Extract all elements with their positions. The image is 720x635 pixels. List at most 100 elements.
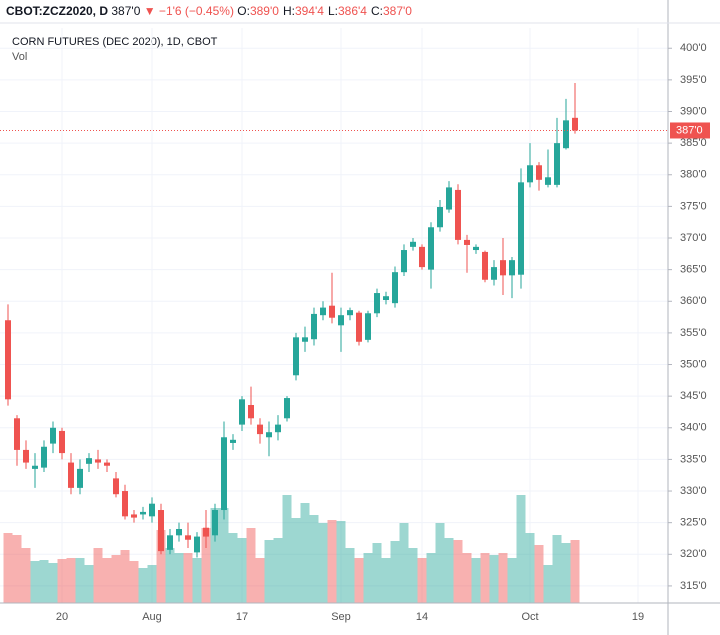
volume-bar: [291, 518, 301, 603]
candle-body: [77, 468, 83, 488]
x-tick-label: Oct: [521, 611, 538, 623]
x-tick-label: Sep: [331, 611, 351, 623]
candle-body: [329, 305, 335, 318]
volume-bar: [561, 543, 571, 603]
volume-bar: [39, 560, 49, 603]
candle-body: [212, 510, 218, 536]
symbol: CBOT:ZCZ2020, D: [6, 4, 109, 18]
volume-label: Vol: [12, 51, 27, 63]
y-tick-label: 350'0: [680, 358, 707, 370]
candle-body: [473, 246, 479, 251]
change: ▼ −1'6 (−0.45%): [143, 4, 234, 18]
candle-body: [428, 227, 434, 270]
candle-body: [239, 399, 245, 425]
candle-body: [419, 246, 425, 268]
candle-body: [266, 432, 272, 438]
y-tick-label: 360'0: [680, 295, 707, 307]
volume-bar: [174, 553, 184, 603]
y-tick-label: 370'0: [680, 232, 707, 244]
candle-body: [383, 296, 389, 301]
volume-bar: [3, 533, 13, 603]
volume-bar: [381, 558, 391, 603]
ohlc-value: 394'4: [294, 4, 324, 18]
y-tick-label: 320'0: [680, 548, 707, 560]
volume-bar: [183, 553, 193, 603]
ohlc: O:389'0 H:394'4 L:386'4 C:387'0: [237, 4, 416, 18]
volume-bar: [30, 561, 40, 603]
volume-bar: [372, 543, 382, 603]
volume-bar: [21, 548, 31, 603]
volume-bar: [525, 533, 535, 603]
candle-body: [41, 446, 47, 468]
candle-body: [14, 418, 20, 450]
volume-bar: [219, 508, 229, 603]
x-tick-label: 20: [56, 611, 68, 623]
candle-body: [320, 307, 326, 316]
volume-bar: [552, 535, 562, 603]
volume-bar: [435, 523, 445, 603]
volume-bar: [57, 559, 67, 603]
candle-body: [410, 241, 416, 247]
y-tick-label: 400'0: [680, 42, 707, 54]
volume-bars: [3, 495, 580, 603]
candle-body: [446, 187, 452, 210]
candle-body: [5, 320, 11, 400]
candle-body: [401, 250, 407, 273]
candle-body: [140, 511, 146, 515]
volume-bar: [255, 558, 265, 603]
volume-bar: [318, 523, 328, 603]
candle-body: [338, 315, 344, 326]
y-tick-label: 330'0: [680, 485, 707, 497]
grid: [0, 28, 668, 603]
volume-bar: [237, 538, 247, 603]
x-tick-label: 14: [416, 611, 428, 623]
candle-body: [23, 449, 29, 463]
ohlc-key: H:: [282, 4, 295, 18]
volume-bar: [300, 503, 310, 603]
candle-body: [248, 405, 254, 419]
volume-bar: [192, 558, 202, 603]
candle-body: [275, 424, 281, 433]
candle-body: [122, 491, 128, 517]
volume-bar: [84, 565, 94, 603]
candle-body: [113, 478, 119, 495]
candle-body: [50, 427, 56, 444]
candle-body: [563, 120, 569, 149]
candle-body: [176, 528, 182, 536]
volume-bar: [570, 540, 580, 603]
volume-bar: [102, 558, 112, 603]
candle-body: [356, 312, 362, 342]
volume-bar: [480, 553, 490, 603]
candle-body: [347, 310, 353, 316]
candle-body: [86, 458, 92, 464]
candle-body: [158, 510, 164, 552]
last-price-label: 387'0: [676, 124, 703, 136]
candle-body: [32, 465, 38, 469]
candle-body: [572, 117, 578, 131]
volume-bar: [129, 561, 139, 603]
volume-bar: [309, 515, 319, 603]
candle-body: [437, 207, 443, 228]
candle-body: [527, 165, 533, 183]
volume-bar: [66, 558, 76, 603]
volume-bar: [264, 540, 274, 603]
candle-body: [194, 536, 200, 553]
volume-bar: [336, 521, 346, 603]
candle-body: [131, 514, 137, 518]
ohlc-key: O:: [237, 4, 250, 18]
candle-body: [500, 260, 506, 276]
volume-bar: [138, 568, 148, 603]
volume-bar: [489, 555, 499, 603]
ohlc-value: 387'0: [382, 4, 412, 18]
volume-bar: [228, 533, 238, 603]
last-price: 387'0: [111, 4, 141, 18]
y-tick-label: 345'0: [680, 390, 707, 402]
candle-body: [509, 260, 515, 276]
ohlc-key: C:: [370, 4, 383, 18]
volume-bar: [426, 553, 436, 603]
candle-body: [554, 143, 560, 185]
header: CBOT:ZCZ2020, D 387'0 ▼ −1'6 (−0.45%) O:…: [6, 4, 416, 18]
y-tick-label: 390'0: [680, 105, 707, 117]
